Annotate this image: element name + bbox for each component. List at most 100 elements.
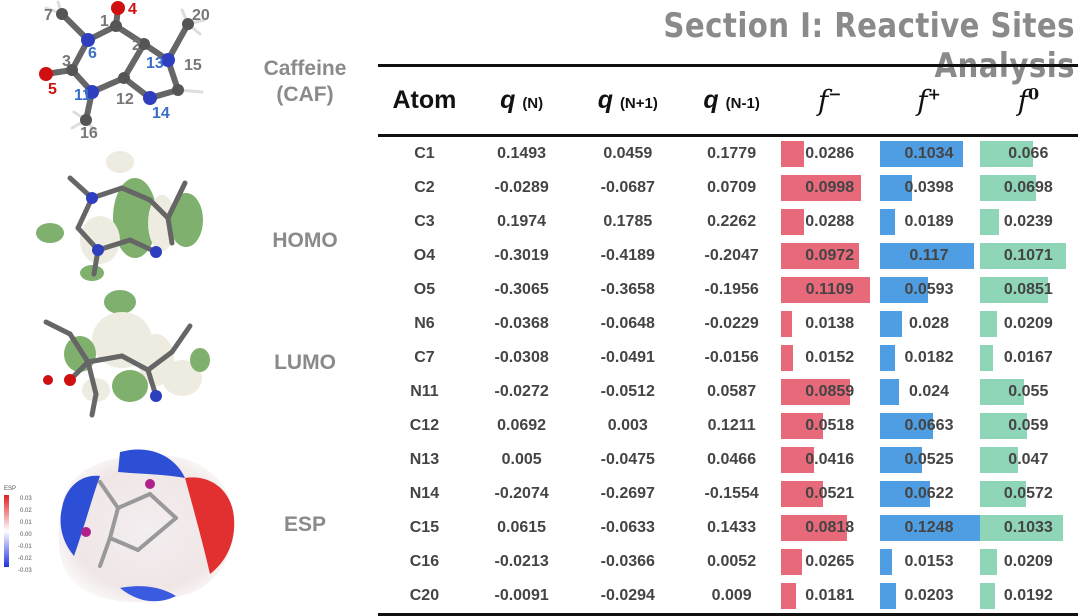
fm-bar <box>781 277 871 303</box>
cell-f0: 0.0698 <box>979 171 1078 205</box>
f0-value: 0.059 <box>1008 417 1049 434</box>
cell-qp: 0.003 <box>607 417 648 434</box>
cell-atom: C2 <box>414 179 435 196</box>
fp-value: 0.0593 <box>904 281 954 298</box>
cell-fp: 0.0593 <box>879 273 978 307</box>
f0-value: 0.0698 <box>1003 179 1053 196</box>
header-fp-sup: + <box>927 84 941 104</box>
header-fp-symbol: f <box>917 84 928 117</box>
cell-qp: -0.0648 <box>600 315 655 332</box>
esp-colorbar <box>4 495 9 567</box>
fm-bar <box>781 447 815 473</box>
cell-q: -0.0308 <box>494 349 549 366</box>
cell-fm: 0.1109 <box>780 273 879 307</box>
fp-bar <box>880 345 896 371</box>
f0-value: 0.066 <box>1008 145 1049 162</box>
f0-bar <box>979 209 999 235</box>
cell-fp: 0.0203 <box>879 579 979 616</box>
cell-fm: 0.0521 <box>780 477 879 511</box>
fm-value: 0.0998 <box>805 179 855 196</box>
f0-value: 0.047 <box>1008 451 1049 468</box>
esp-scale-tick: -0.02 <box>18 556 32 562</box>
f0-bar <box>979 447 1018 473</box>
atom-label: 4 <box>128 1 137 18</box>
f0-bar <box>979 481 1026 507</box>
fp-bar <box>880 583 897 609</box>
cell-fp: 0.024 <box>879 375 978 409</box>
cell-fp: 0.1248 <box>879 511 981 545</box>
fm-bar <box>781 141 805 167</box>
cell-q: -0.2074 <box>494 485 549 502</box>
cell-f0: 0.0167 <box>979 341 1078 375</box>
header-f-plus: f+ <box>879 66 978 136</box>
cell-fp: 0.0663 <box>879 409 978 443</box>
fm-bar <box>781 175 862 201</box>
cell-fp: 0.028 <box>879 307 978 341</box>
cell-qp: -0.0475 <box>600 451 655 468</box>
header-qp-symbol: q <box>597 86 613 114</box>
cell-fm: 0.0818 <box>780 511 879 545</box>
cell-f0: 0.0209 <box>979 307 1078 341</box>
cell-q: 0.005 <box>501 451 542 468</box>
fp-bar <box>880 311 903 337</box>
fm-value: 0.0152 <box>805 349 855 366</box>
atom-label: 16 <box>80 125 98 142</box>
fp-value: 0.0622 <box>904 485 954 502</box>
cell-qm: -0.1554 <box>704 485 759 502</box>
table-row: O4 -0.3019 -0.4189 -0.2047 0.0972 0.117 0.1071 <box>378 239 1078 273</box>
esp-scale-tick: -0.03 <box>18 568 32 574</box>
cell-qp: -0.0512 <box>600 383 655 400</box>
cell-fp: 0.0182 <box>879 341 978 375</box>
f0-value: 0.0209 <box>1003 553 1053 570</box>
esp-scale-tick: 0.00 <box>20 532 32 538</box>
f0-value: 0.0572 <box>1003 485 1053 502</box>
f0-value: 0.0167 <box>1003 349 1053 366</box>
fp-value: 0.117 <box>909 247 949 264</box>
cell-q: 0.1974 <box>497 213 547 230</box>
cell-f0: 0.0209 <box>979 545 1078 579</box>
header-f-zero: f0 <box>979 66 1078 136</box>
cell-qm: -0.1956 <box>704 281 759 298</box>
cell-atom: O5 <box>413 281 436 298</box>
f0-value: 0.0239 <box>1003 213 1053 230</box>
cell-atom: C7 <box>414 349 435 366</box>
f0-bar <box>979 345 993 371</box>
homo-label: HOMO <box>272 229 338 252</box>
cell-q: -0.0272 <box>494 383 549 400</box>
atom-label: 7 <box>44 7 53 24</box>
atom-label: 6 <box>88 45 97 62</box>
cell-fm: 0.0518 <box>780 409 879 443</box>
f0-bar <box>979 175 1036 201</box>
cell-atom: C12 <box>409 417 440 434</box>
cell-f0: 0.1071 <box>979 239 1078 273</box>
fp-value: 0.0203 <box>904 587 954 604</box>
atom-label: 15 <box>184 57 202 74</box>
fp-value: 0.0398 <box>904 179 954 196</box>
header-f0-sup: 0 <box>1027 84 1040 104</box>
cell-fp: 0.117 <box>879 239 978 273</box>
header-qp-sub: (N+1) <box>619 95 658 112</box>
fm-value: 0.0286 <box>805 145 855 162</box>
fp-bar <box>880 481 931 507</box>
fm-bar <box>781 481 824 507</box>
fm-value: 0.1109 <box>805 281 854 298</box>
cell-f0: 0.1033 <box>979 511 1078 545</box>
cell-q: -0.3065 <box>494 281 549 298</box>
fm-bar <box>781 243 860 269</box>
header-f0-symbol: f <box>1017 84 1028 117</box>
cell-atom: N11 <box>410 383 439 400</box>
fm-value: 0.0288 <box>805 213 855 230</box>
cell-qm: 0.0466 <box>707 451 757 468</box>
cell-qp: -0.2697 <box>600 485 655 502</box>
fm-value: 0.0181 <box>805 587 855 604</box>
header-q-symbol: q <box>500 86 516 114</box>
cell-atom: N6 <box>414 315 435 332</box>
cell-qp: 0.0459 <box>603 145 653 162</box>
cell-f0: 0.059 <box>979 409 1078 443</box>
fm-value: 0.0265 <box>805 553 855 570</box>
cell-atom: O4 <box>413 247 436 264</box>
fp-value: 0.1248 <box>904 519 954 536</box>
cell-qm: -0.0156 <box>704 349 759 366</box>
cell-qp: 0.1785 <box>603 213 653 230</box>
cell-qm: 0.0587 <box>707 383 757 400</box>
